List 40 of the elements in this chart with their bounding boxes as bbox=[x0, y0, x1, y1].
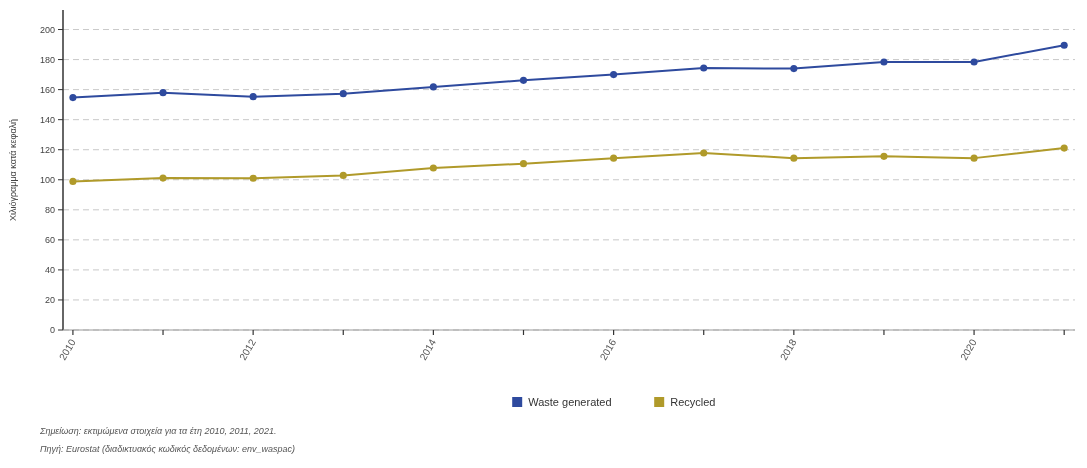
point bbox=[610, 71, 618, 79]
y-tick-label: 60 bbox=[44, 235, 55, 246]
y-tick-label: 140 bbox=[39, 114, 55, 125]
point bbox=[69, 94, 77, 102]
point bbox=[69, 177, 77, 185]
point bbox=[429, 164, 437, 172]
point bbox=[519, 76, 528, 84]
text: Πηγή: Eurostat (διαδικτυακός κωδικός δεδομένων: env_waspac) bbox=[40, 444, 295, 454]
point bbox=[159, 174, 167, 182]
legend-label: Recycled bbox=[670, 395, 716, 408]
point bbox=[519, 160, 528, 168]
point bbox=[970, 58, 978, 66]
point bbox=[880, 58, 888, 66]
y-tick-label: 0 bbox=[49, 325, 55, 336]
legend-label: Waste generated bbox=[528, 395, 612, 408]
y-tick-label: 160 bbox=[39, 84, 55, 95]
point bbox=[970, 154, 978, 162]
point bbox=[1060, 144, 1068, 152]
y-tick-label: 120 bbox=[39, 144, 55, 155]
point bbox=[249, 174, 257, 182]
y-tick-label: 180 bbox=[39, 54, 55, 65]
point bbox=[700, 64, 708, 72]
y-tick-label: 40 bbox=[44, 265, 55, 276]
y-tick-label: 200 bbox=[39, 24, 55, 35]
y-tick-label: 100 bbox=[39, 174, 55, 185]
point bbox=[610, 154, 618, 162]
point bbox=[790, 65, 798, 73]
y-tick-label: 80 bbox=[44, 204, 55, 215]
point bbox=[1060, 41, 1068, 49]
point bbox=[429, 83, 437, 91]
point bbox=[880, 152, 888, 160]
y-tick-label: 20 bbox=[44, 295, 55, 306]
point bbox=[339, 90, 347, 98]
text: Σημείωση: εκτιμώμενα στοιχεία για τα έτη 2010, 2011, 2021. bbox=[39, 426, 277, 436]
point bbox=[249, 93, 257, 101]
point bbox=[339, 171, 347, 179]
point bbox=[159, 89, 167, 97]
y-axis-title: Χιλιόγραμμα κατά κεφαλή bbox=[8, 118, 18, 222]
point bbox=[790, 154, 798, 162]
point bbox=[700, 149, 708, 157]
